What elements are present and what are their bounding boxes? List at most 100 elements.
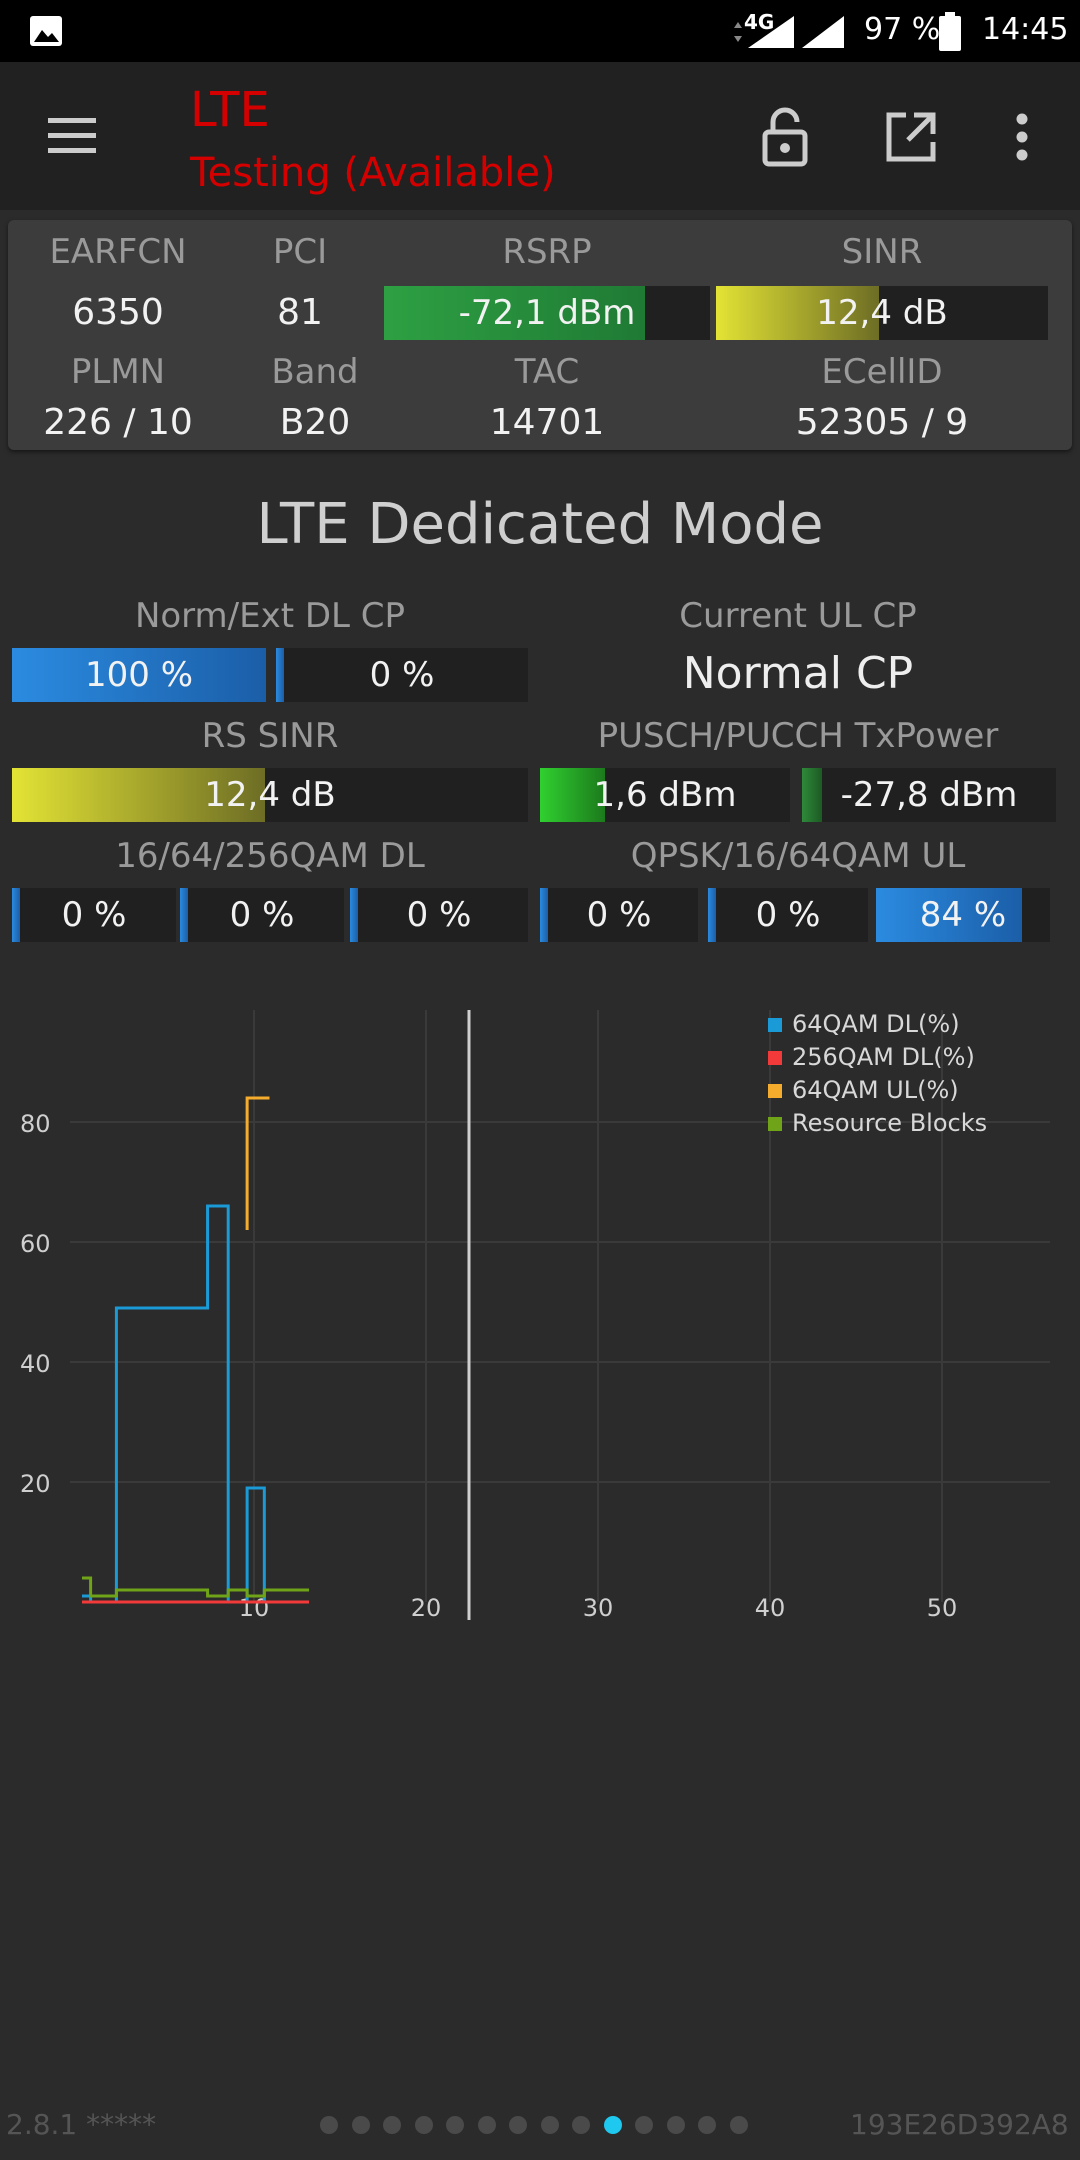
series-line-2 [245, 1096, 270, 1230]
legend-swatch [768, 1018, 782, 1032]
qam64-dl-value: 0 % [229, 895, 295, 935]
rs-sinr-value: 12,4 dB [204, 775, 336, 815]
section-title: LTE Dedicated Mode [256, 492, 824, 557]
tac-value: 14701 [489, 402, 605, 443]
page-dot[interactable] [603, 2116, 622, 2134]
page-dot[interactable] [414, 2116, 433, 2134]
y-tick-label: 40 [20, 1350, 51, 1378]
dl-cp-extended-value: 0 % [369, 655, 435, 695]
pci-label: PCI [272, 232, 328, 272]
qam16-ul-fill [708, 888, 716, 942]
y-tick-label: 60 [20, 1230, 51, 1258]
more-vert-icon[interactable] [1012, 112, 1032, 162]
toolbar-title: LTE [190, 82, 270, 138]
qam256-dl-value: 0 % [406, 895, 472, 935]
page-dot[interactable] [509, 2116, 527, 2134]
pusch-fill [540, 768, 605, 822]
y-tick-label: 20 [20, 1470, 51, 1498]
qam16-ul-bar: 0 % [708, 888, 868, 942]
page-dot[interactable] [698, 2116, 716, 2134]
rs-sinr-label: RS SINR [201, 716, 339, 756]
pucch-fill [802, 768, 823, 822]
menu-icon[interactable] [46, 116, 98, 156]
sinr-bar-fill [716, 286, 879, 340]
ecellid-label: ECellID [821, 352, 943, 392]
page-dot[interactable] [320, 2116, 338, 2134]
battery-icon [939, 12, 961, 51]
legend-swatch [768, 1051, 782, 1065]
toolbar-subtitle: Testing (Available) [190, 150, 556, 196]
open-in-new-icon[interactable] [884, 110, 938, 164]
page-dot[interactable] [383, 2116, 401, 2134]
chart-grid [70, 1010, 1050, 1602]
chart-series [82, 1096, 310, 1604]
qam16-dl-value: 0 % [61, 895, 127, 935]
signal-4g-icon [734, 16, 794, 48]
plmn-value: 226 / 10 [43, 402, 193, 443]
ecellid-value: 52305 / 9 [795, 402, 969, 443]
tac-label: TAC [514, 352, 580, 392]
qpsk-ul-bar: 0 % [540, 888, 698, 942]
app-version: 2.8.1 ***** [6, 2108, 157, 2141]
earfcn-label: EARFCN [49, 232, 187, 272]
qam256-dl-bar: 0 % [350, 888, 528, 942]
qam16-ul-value: 0 % [755, 895, 821, 935]
sinr-bar: 12,4 dB [716, 286, 1048, 340]
pucch-value: -27,8 dBm [840, 775, 1018, 815]
qam64-dl-bar: 0 % [180, 888, 344, 942]
ul-cp-label: Current UL CP [679, 596, 917, 636]
page-dot[interactable] [635, 2116, 653, 2134]
status-bar: 4G 97 % 14:45 [0, 0, 1080, 62]
plmn-label: PLMN [70, 352, 166, 392]
x-tick-label: 20 [411, 1594, 442, 1622]
pusch-bar: 1,6 dBm [540, 768, 790, 822]
chart-legend: 64QAM DL(%) 256QAM DL(%) 64QAM UL(%) Resour… [768, 1010, 987, 1137]
x-tick-label: 40 [755, 1594, 786, 1622]
page-dot[interactable] [572, 2116, 590, 2134]
page-dot[interactable] [446, 2116, 464, 2134]
qam64-ul-value: 84 % [919, 895, 1007, 935]
dl-cp-normal-bar: 100 % [12, 648, 266, 702]
rsrp-label: RSRP [502, 232, 592, 272]
legend-swatch [768, 1084, 782, 1098]
qam64-ul-bar: 84 % [876, 888, 1050, 942]
ul-cp-value: Normal CP [682, 648, 914, 699]
rsrp-value: -72,1 dBm [458, 293, 636, 333]
band-value: B20 [279, 402, 351, 443]
qpsk-ul-value: 0 % [586, 895, 652, 935]
band-label: Band [271, 352, 359, 392]
lock-open-icon[interactable] [760, 106, 810, 168]
legend-entry: 64QAM DL(%) [792, 1010, 960, 1038]
gallery-notification-icon [30, 16, 62, 46]
page-dot[interactable] [477, 2116, 496, 2134]
page-dot[interactable] [351, 2116, 370, 2134]
qam64-ul-fill [876, 888, 1023, 942]
rsrp-bar: -72,1 dBm [384, 286, 710, 340]
earfcn-value: 6350 [72, 292, 164, 333]
page-dot[interactable] [666, 2116, 685, 2134]
app-toolbar: LTE Testing (Available) [0, 62, 1080, 210]
clock: 14:45 [982, 12, 1069, 47]
qam256-dl-fill [350, 888, 358, 942]
page-dot[interactable] [540, 2116, 559, 2134]
qam-dl-label: 16/64/256QAM DL [115, 836, 425, 876]
series-line-3 [82, 1576, 310, 1598]
x-tick-label: 50 [927, 1594, 958, 1622]
qam-ul-label: QPSK/16/64QAM UL [630, 836, 966, 876]
battery-percent: 97 % [864, 12, 941, 47]
rs-sinr-bar: 12,4 dB [12, 768, 528, 822]
legend-entry: 64QAM UL(%) [792, 1076, 959, 1104]
page-dot[interactable] [729, 2116, 748, 2134]
y-tick-label: 80 [20, 1110, 51, 1138]
qam64-dl-fill [180, 888, 188, 942]
legend-swatch [768, 1117, 782, 1131]
qam16-dl-fill [12, 888, 20, 942]
network-type: 4G [744, 10, 775, 34]
sinr-value: 12,4 dB [816, 293, 948, 333]
dl-cp-extended-bar: 0 % [276, 648, 528, 702]
device-id: 193E26D392A8 [850, 2108, 1069, 2141]
pucch-bar: -27,8 dBm [802, 768, 1056, 822]
legend-entry: Resource Blocks [792, 1109, 987, 1137]
sinr-label: SINR [841, 232, 923, 272]
qpsk-ul-fill [540, 888, 548, 942]
